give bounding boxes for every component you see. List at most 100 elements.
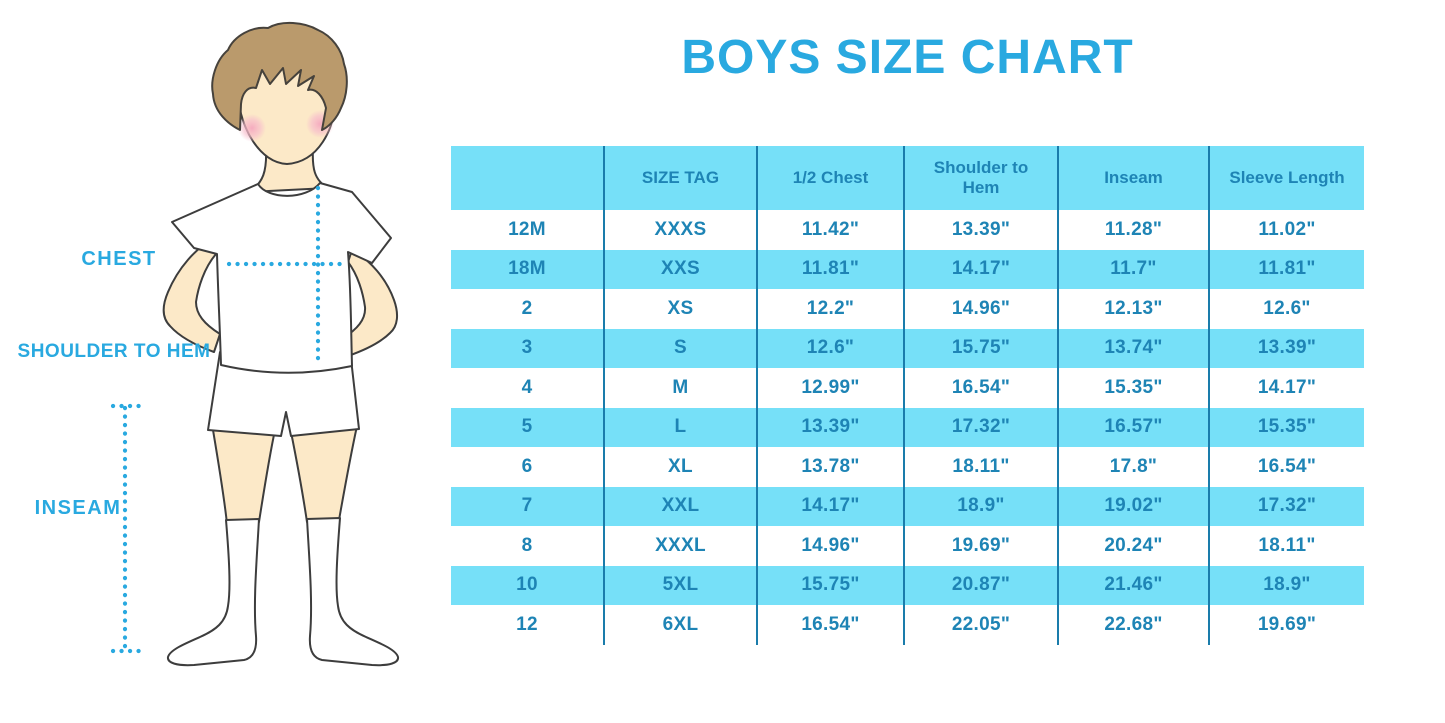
size-cell: 3 bbox=[521, 337, 533, 359]
value-cell: 13.39" bbox=[1208, 328, 1364, 368]
measurement-figure: CHEST SHOULDER TO HEM INSEAM bbox=[0, 0, 450, 723]
value-cell: 14.17" bbox=[903, 249, 1057, 289]
boy-left-leg bbox=[211, 423, 276, 525]
value-cell: 6XL bbox=[603, 605, 756, 645]
boy-left-arm bbox=[162, 237, 221, 353]
value-cell: L bbox=[603, 407, 756, 447]
value-cell: 11.28" bbox=[1057, 210, 1208, 250]
value-cell: S bbox=[603, 328, 756, 368]
table-row: 4 M 12.99" 16.54" 15.35" 14.17" bbox=[451, 368, 1364, 408]
table-row: 7 XXL 14.17" 18.9" 19.02" 17.32" bbox=[451, 486, 1364, 526]
size-cell: 10 bbox=[516, 574, 538, 596]
page-title: BOYS SIZE CHART bbox=[681, 31, 1134, 84]
value-cell: M bbox=[603, 368, 756, 408]
boy-left-blush bbox=[238, 114, 266, 142]
size-table-body: 12M XXXS 11.42" 13.39" 11.28" 11.02" 18M XXS 11.… bbox=[451, 210, 1364, 645]
table-row: 12M XXXS 11.42" 13.39" 11.28" 11.02" bbox=[451, 210, 1364, 250]
value-cell: 15.75" bbox=[903, 328, 1057, 368]
value-cell: XXL bbox=[603, 486, 756, 526]
value-cell: 13.74" bbox=[1057, 328, 1208, 368]
value-cell: 5XL bbox=[603, 565, 756, 605]
value-cell: 16.57" bbox=[1057, 407, 1208, 447]
value-cell: 14.17" bbox=[756, 486, 903, 526]
value-cell: 18.11" bbox=[903, 447, 1057, 487]
size-cell: 8 bbox=[521, 534, 533, 556]
size-table-header: SIZE TAG 1/2 Chest Shoulder to Hem Inseam Sl… bbox=[451, 146, 1364, 210]
size-cell: 18M bbox=[508, 258, 546, 280]
inseam-label: INSEAM bbox=[34, 497, 122, 519]
value-cell: 12.6" bbox=[1208, 289, 1364, 329]
value-cell: 16.54" bbox=[756, 605, 903, 645]
table-row: 5 L 13.39" 17.32" 16.57" 15.35" bbox=[451, 407, 1364, 447]
column-header: Inseam bbox=[1057, 146, 1208, 210]
table-row: 18M XXS 11.81" 14.17" 11.7" 11.81" bbox=[451, 249, 1364, 289]
table-row: 3 S 12.6" 15.75" 13.74" 13.39" bbox=[451, 328, 1364, 368]
value-cell: 17.8" bbox=[1057, 447, 1208, 487]
value-cell: 13.39" bbox=[756, 407, 903, 447]
table-row: 12 6XL 16.54" 22.05" 22.68" 19.69" bbox=[451, 605, 1364, 645]
value-cell: 18.9" bbox=[903, 486, 1057, 526]
column-header: SIZE TAG bbox=[603, 146, 756, 210]
value-cell: 14.96" bbox=[756, 526, 903, 566]
value-cell: 19.69" bbox=[903, 526, 1057, 566]
size-cell: 6 bbox=[521, 455, 533, 477]
boy-right-sock bbox=[306, 517, 400, 667]
size-cell: 5 bbox=[521, 416, 533, 438]
shoulder-to-hem-label: SHOULDER TO HEM bbox=[17, 341, 211, 362]
size-cell: 12 bbox=[516, 613, 538, 635]
value-cell: 16.54" bbox=[903, 368, 1057, 408]
boy-illustration bbox=[110, 22, 400, 667]
value-cell: 11.81" bbox=[1208, 249, 1364, 289]
value-cell: 19.69" bbox=[1208, 605, 1364, 645]
value-cell: XS bbox=[603, 289, 756, 329]
boy-right-arm bbox=[342, 249, 399, 357]
size-table: SIZE TAG 1/2 Chest Shoulder to Hem Inseam Sl… bbox=[451, 146, 1364, 645]
value-cell: 12.2" bbox=[756, 289, 903, 329]
column-header: Shoulder to Hem bbox=[903, 146, 1057, 210]
value-cell: XXXS bbox=[603, 210, 756, 250]
value-cell: XXS bbox=[603, 249, 756, 289]
value-cell: 14.96" bbox=[903, 289, 1057, 329]
column-header: 1/2 Chest bbox=[756, 146, 903, 210]
value-cell: 13.78" bbox=[756, 447, 903, 487]
boy-left-sock bbox=[166, 518, 260, 667]
boy-hair bbox=[211, 22, 348, 131]
value-cell: 13.39" bbox=[903, 210, 1057, 250]
value-cell: 11.81" bbox=[756, 249, 903, 289]
value-cell: 19.02" bbox=[1057, 486, 1208, 526]
column-header: Sleeve Length bbox=[1208, 146, 1364, 210]
chest-label: CHEST bbox=[81, 248, 157, 270]
value-cell: 15.35" bbox=[1057, 368, 1208, 408]
value-cell: 16.54" bbox=[1208, 447, 1364, 487]
value-cell: 20.24" bbox=[1057, 526, 1208, 566]
boy-right-leg bbox=[290, 425, 358, 523]
value-cell: 11.7" bbox=[1057, 249, 1208, 289]
value-cell: 15.75" bbox=[756, 565, 903, 605]
value-cell: 11.42" bbox=[756, 210, 903, 250]
table-row: 8 XXXL 14.96" 19.69" 20.24" 18.11" bbox=[451, 526, 1364, 566]
value-cell: 20.87" bbox=[903, 565, 1057, 605]
table-row: 6 XL 13.78" 18.11" 17.8" 16.54" bbox=[451, 447, 1364, 487]
size-cell: 4 bbox=[521, 376, 533, 398]
table-row: 2 XS 12.2" 14.96" 12.13" 12.6" bbox=[451, 289, 1364, 329]
table-row: 10 5XL 15.75" 20.87" 21.46" 18.9" bbox=[451, 565, 1364, 605]
size-cell: 7 bbox=[521, 495, 533, 517]
value-cell: 12.13" bbox=[1057, 289, 1208, 329]
value-cell: 14.17" bbox=[1208, 368, 1364, 408]
size-cell: 2 bbox=[521, 297, 533, 319]
column-header bbox=[451, 146, 603, 210]
header-row: SIZE TAG 1/2 Chest Shoulder to Hem Inseam Sl… bbox=[451, 146, 1364, 210]
value-cell: 21.46" bbox=[1057, 565, 1208, 605]
size-cell: 12M bbox=[508, 218, 546, 240]
value-cell: 18.11" bbox=[1208, 526, 1364, 566]
value-cell: 11.02" bbox=[1208, 210, 1364, 250]
value-cell: 15.35" bbox=[1208, 407, 1364, 447]
value-cell: 17.32" bbox=[1208, 486, 1364, 526]
value-cell: XXXL bbox=[603, 526, 756, 566]
value-cell: XL bbox=[603, 447, 756, 487]
boy-tshirt bbox=[171, 182, 392, 374]
value-cell: 22.05" bbox=[903, 605, 1057, 645]
value-cell: 22.68" bbox=[1057, 605, 1208, 645]
value-cell: 18.9" bbox=[1208, 565, 1364, 605]
